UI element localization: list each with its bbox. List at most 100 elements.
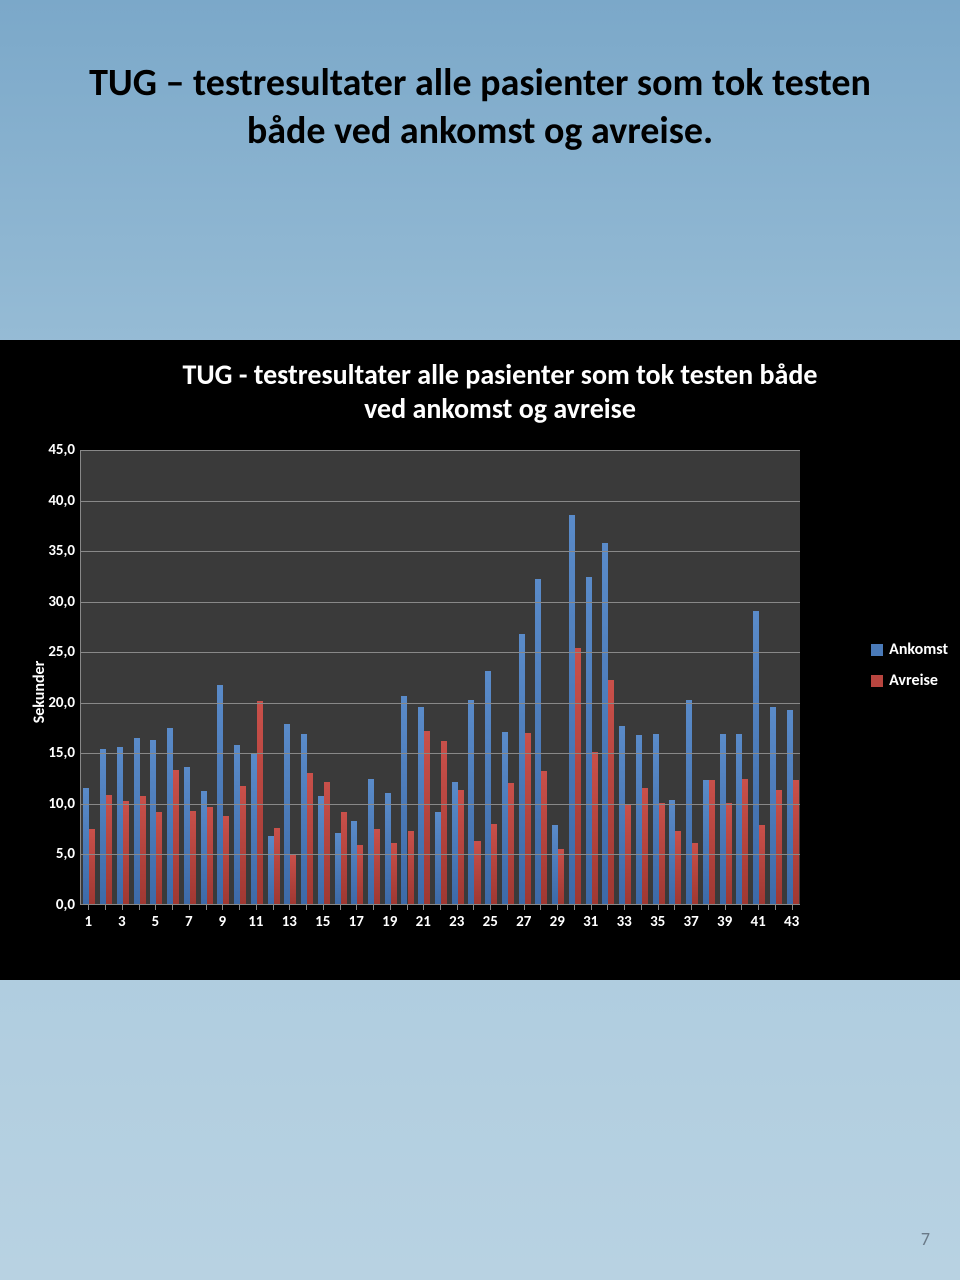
xtick-label: 39 xyxy=(717,913,732,931)
bar-avreise xyxy=(659,803,665,904)
plot-area: 0,05,010,015,020,025,030,035,040,045,0 xyxy=(80,450,800,905)
bar-avreise xyxy=(257,701,263,904)
legend-swatch-avreise xyxy=(871,675,883,687)
gridline xyxy=(81,551,800,552)
bar-avreise xyxy=(140,796,146,904)
bar-avreise xyxy=(223,816,229,904)
xtick-label: 29 xyxy=(550,913,565,931)
xtick-mark xyxy=(373,905,374,910)
bar-avreise xyxy=(274,828,280,904)
chart-container: TUG - testresultater alle pasienter som … xyxy=(0,340,960,980)
xtick-mark xyxy=(758,905,759,910)
slide-title: TUG – testresultater alle pasienter som … xyxy=(0,0,960,175)
xtick-mark xyxy=(407,905,408,910)
xtick-mark xyxy=(139,905,140,910)
xtick-mark xyxy=(624,905,625,910)
ytick-label: 5,0 xyxy=(56,845,75,863)
xtick-mark xyxy=(155,905,156,910)
bar-avreise xyxy=(441,741,447,904)
xtick-mark xyxy=(607,905,608,910)
bar-avreise xyxy=(123,801,129,904)
xtick-mark xyxy=(440,905,441,910)
xtick-mark xyxy=(306,905,307,910)
xtick-label: 5 xyxy=(152,913,160,931)
xtick-mark xyxy=(105,905,106,910)
legend-item-avreise: Avreise xyxy=(871,671,948,690)
xtick-mark xyxy=(490,905,491,910)
xtick-mark xyxy=(540,905,541,910)
bar-avreise xyxy=(341,812,347,904)
bar-avreise xyxy=(491,824,497,904)
ytick-label: 35,0 xyxy=(48,542,75,560)
legend-label-avreise: Avreise xyxy=(889,671,938,690)
xtick-label: 9 xyxy=(219,913,227,931)
legend-label-ankomst: Ankomst xyxy=(889,640,948,659)
xtick-label: 19 xyxy=(382,913,397,931)
xtick-mark xyxy=(206,905,207,910)
xtick-mark xyxy=(239,905,240,910)
bar-avreise xyxy=(726,803,732,904)
bar-avreise xyxy=(324,782,330,904)
bar-avreise xyxy=(608,680,614,904)
xtick-label: 41 xyxy=(751,913,766,931)
bar-avreise xyxy=(709,780,715,904)
xtick-mark xyxy=(222,905,223,910)
bar-avreise xyxy=(89,829,95,904)
xtick-label: 31 xyxy=(583,913,598,931)
legend: Ankomst Avreise xyxy=(871,640,948,702)
xtick-mark xyxy=(674,905,675,910)
ytick-label: 40,0 xyxy=(48,492,75,510)
xtick-mark xyxy=(340,905,341,910)
xtick-mark xyxy=(658,905,659,910)
gridline xyxy=(81,804,800,805)
xtick-mark xyxy=(88,905,89,910)
xtick-mark xyxy=(473,905,474,910)
x-axis-ticks: 135791113151719212325272931333537394143 xyxy=(80,905,800,935)
xtick-label: 1 xyxy=(85,913,93,931)
gridline xyxy=(81,753,800,754)
xtick-label: 37 xyxy=(684,913,699,931)
bar-avreise xyxy=(207,807,213,904)
xtick-mark xyxy=(507,905,508,910)
bar-avreise xyxy=(391,843,397,904)
bar-avreise xyxy=(759,825,765,904)
bar-avreise xyxy=(307,773,313,904)
bar-avreise xyxy=(558,849,564,904)
xtick-mark xyxy=(356,905,357,910)
xtick-mark xyxy=(691,905,692,910)
bar-avreise xyxy=(642,788,648,904)
ytick-label: 10,0 xyxy=(48,795,75,813)
xtick-label: 15 xyxy=(315,913,330,931)
ytick-label: 0,0 xyxy=(56,896,75,914)
xtick-mark xyxy=(323,905,324,910)
legend-item-ankomst: Ankomst xyxy=(871,640,948,659)
bar-avreise xyxy=(742,779,748,904)
bar-avreise xyxy=(474,841,480,904)
bar-avreise xyxy=(575,648,581,904)
bar-avreise xyxy=(408,831,414,904)
xtick-mark xyxy=(524,905,525,910)
gridline xyxy=(81,501,800,502)
xtick-label: 13 xyxy=(282,913,297,931)
xtick-mark xyxy=(792,905,793,910)
xtick-mark xyxy=(423,905,424,910)
xtick-mark xyxy=(457,905,458,910)
xtick-mark xyxy=(273,905,274,910)
ytick-label: 20,0 xyxy=(48,694,75,712)
xtick-label: 23 xyxy=(449,913,464,931)
xtick-label: 3 xyxy=(118,913,126,931)
xtick-label: 21 xyxy=(416,913,431,931)
bars-layer xyxy=(81,450,800,904)
xtick-mark xyxy=(591,905,592,910)
xtick-mark xyxy=(557,905,558,910)
gridline xyxy=(81,652,800,653)
gridline xyxy=(81,703,800,704)
bar-avreise xyxy=(541,771,547,904)
page-number: 7 xyxy=(921,1228,930,1250)
ytick-label: 30,0 xyxy=(48,593,75,611)
bar-avreise xyxy=(592,752,598,904)
xtick-mark xyxy=(189,905,190,910)
gridline xyxy=(81,854,800,855)
xtick-label: 27 xyxy=(516,913,531,931)
bar-avreise xyxy=(675,831,681,904)
